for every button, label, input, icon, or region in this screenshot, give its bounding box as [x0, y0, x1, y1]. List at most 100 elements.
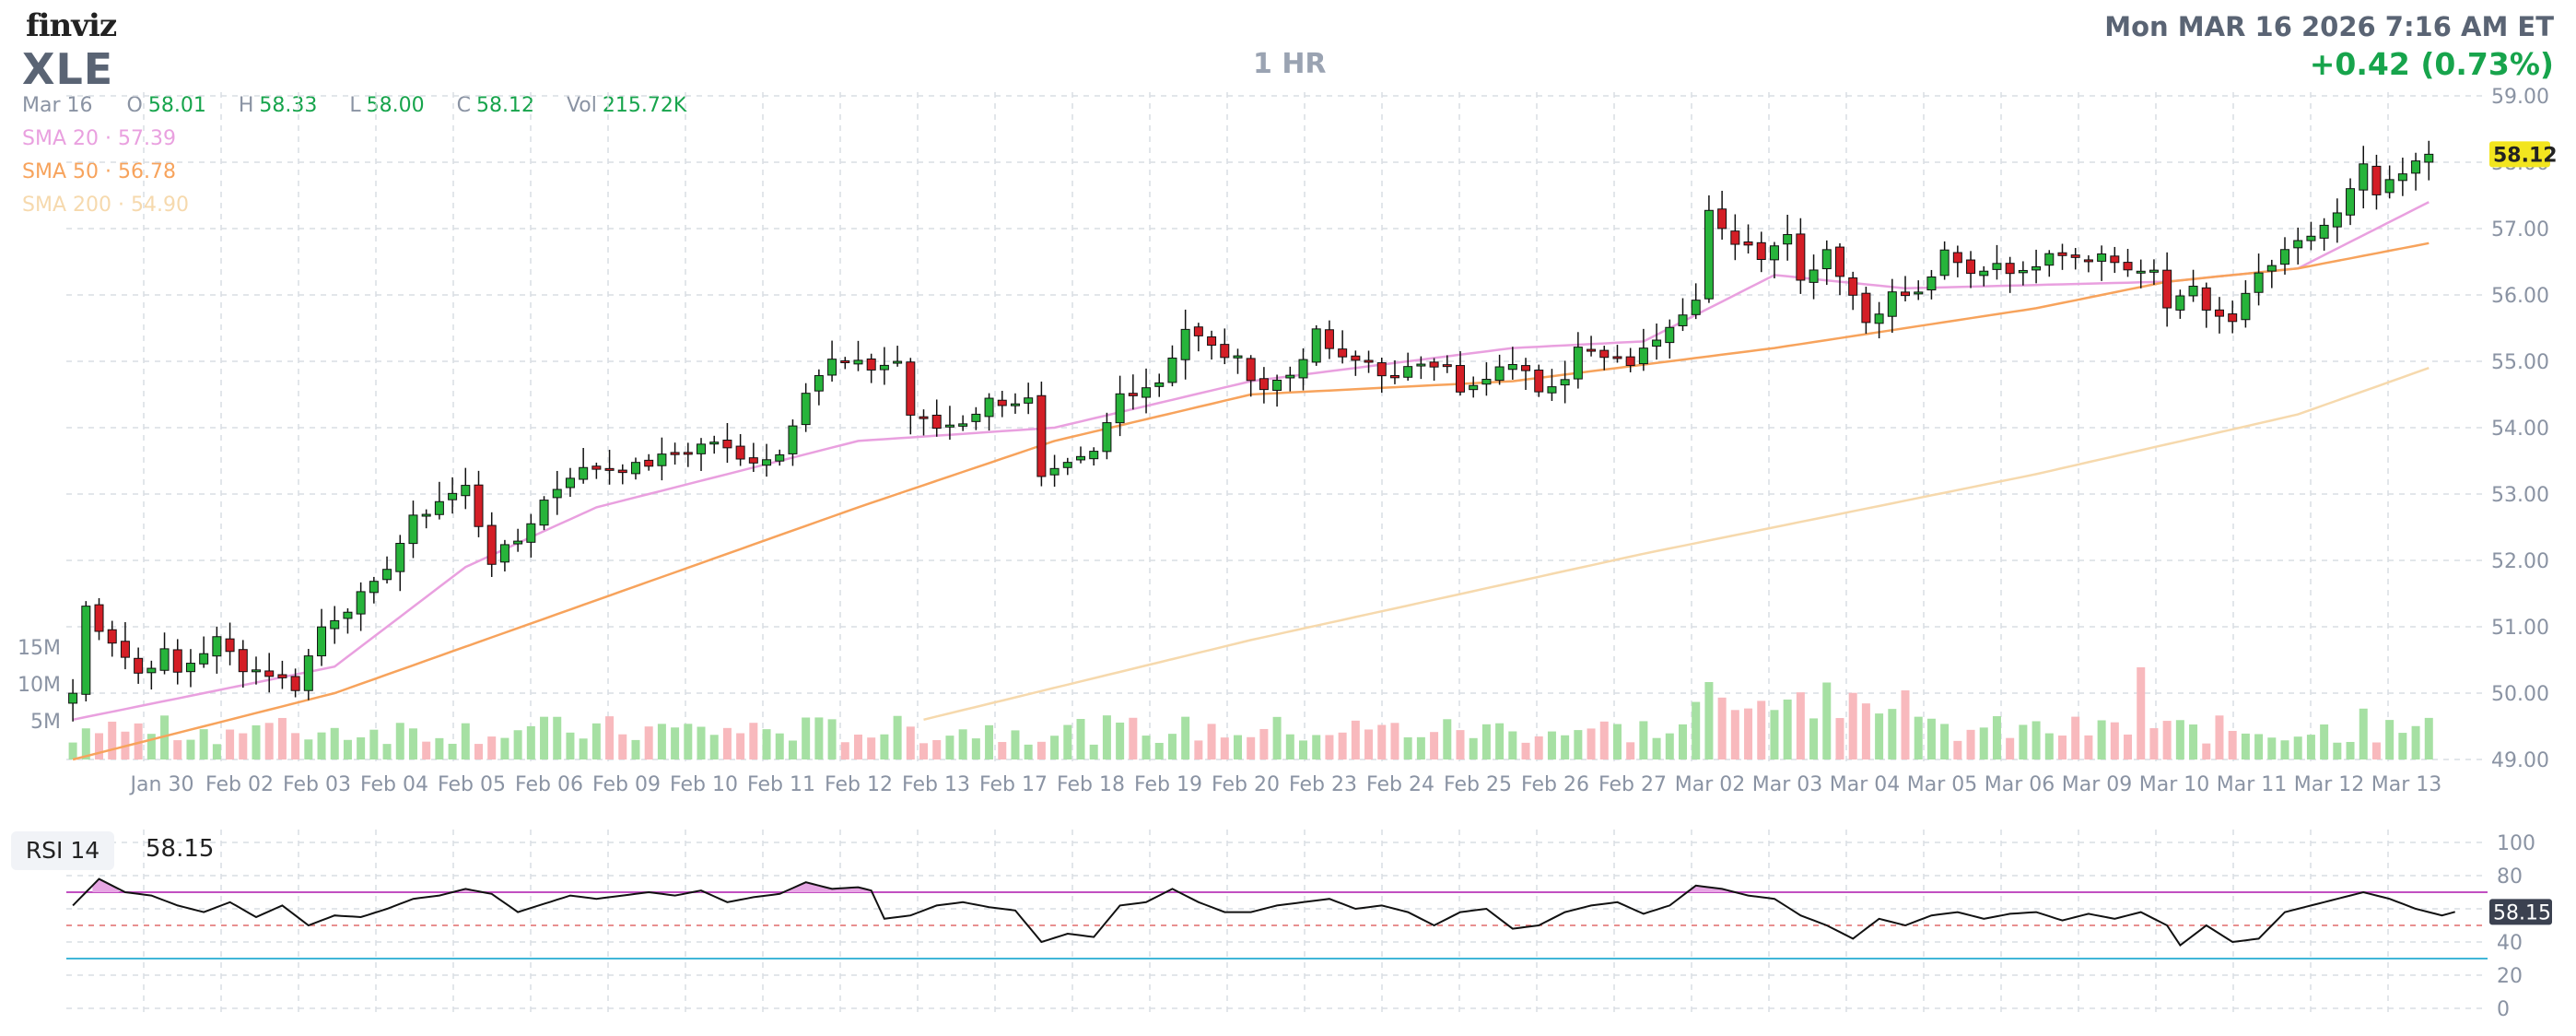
volume-bar — [1285, 734, 1294, 759]
volume-bar — [2293, 736, 2302, 759]
candle-body — [2214, 309, 2224, 317]
candle-body — [1298, 359, 1308, 379]
volume-bar — [2149, 728, 2159, 759]
sma-line-20 — [72, 201, 2430, 722]
candle-body — [2254, 272, 2264, 293]
volume-bar — [2071, 716, 2080, 759]
candle-body — [1507, 364, 1517, 371]
price-chart[interactable]: 49.00 50.00 51.00 52.00 53.00 54.00 55.00 56.00… — [0, 0, 2576, 802]
rsi-chart[interactable]: 02040608010058.15 — [0, 811, 2576, 1036]
candle-body — [2266, 265, 2277, 272]
volume-bar — [2267, 737, 2277, 759]
volume-bar — [553, 716, 562, 759]
candle-body — [2110, 255, 2120, 264]
candle-body — [1324, 329, 1334, 349]
x-tick-label: Feb 23 — [1289, 773, 1357, 796]
volume-bar — [212, 744, 221, 759]
x-tick-label: Feb 18 — [1057, 773, 1125, 796]
candle-body — [1167, 357, 1177, 383]
volume-bar — [68, 742, 77, 759]
volume-bar — [500, 737, 509, 759]
volume-bar — [1481, 724, 1491, 759]
sma50-value: 56.78 — [117, 160, 176, 183]
volume-bar — [1011, 730, 1020, 759]
x-tick-label: Feb 11 — [747, 773, 815, 796]
volume-bar — [277, 717, 287, 759]
candle-body — [461, 485, 471, 497]
volume-bar — [357, 736, 366, 759]
volume-bar — [146, 734, 156, 759]
candle-body — [1901, 291, 1911, 297]
candle-body — [1861, 292, 1871, 324]
rsi-tick-label: 0 — [2497, 998, 2510, 1021]
volume-bar — [736, 733, 745, 759]
y-tick-label: 55.00 — [2491, 351, 2549, 374]
candle-body — [1914, 291, 1924, 295]
candle-body — [434, 500, 444, 515]
volume-bar — [226, 729, 235, 759]
volume-bar — [134, 723, 143, 759]
x-tick-label: Mar 04 — [1830, 773, 1901, 796]
candle-body — [1389, 374, 1399, 379]
volume-bar — [958, 729, 967, 759]
volume-bar — [2333, 742, 2342, 759]
candle-body — [1966, 259, 1976, 275]
candle-body — [2188, 286, 2198, 297]
volume-bar — [2398, 733, 2407, 759]
volume-bar — [1783, 699, 1792, 759]
volume-bar — [1390, 723, 1399, 759]
candle-body — [997, 399, 1007, 406]
low-label: L — [349, 94, 361, 117]
finviz-logo[interactable]: finviz — [26, 7, 117, 44]
candle-body — [1730, 230, 1740, 245]
candle-body — [1704, 209, 1714, 300]
volume-bar — [2371, 742, 2381, 759]
x-tick-label: Mar 03 — [1752, 773, 1823, 796]
volume-bar — [1377, 724, 1387, 759]
candle-body — [971, 413, 981, 422]
candle-body — [317, 626, 327, 657]
candle-body — [1612, 356, 1622, 359]
volume-bar — [2241, 733, 2250, 759]
sma200-legend[interactable]: SMA 200 · 54.90 — [22, 194, 189, 217]
volume-label: Vol — [566, 94, 597, 117]
candle-body — [2293, 240, 2303, 249]
sma50-legend[interactable]: SMA 50 · 56.78 — [22, 160, 176, 183]
candle-body — [1809, 269, 1819, 283]
rsi-tick-label: 80 — [2497, 865, 2523, 889]
candle-body — [630, 462, 640, 475]
candle-body — [2070, 254, 2080, 258]
candle-body — [1494, 366, 1505, 382]
candle-body — [1560, 379, 1570, 386]
volume-bar — [264, 723, 274, 759]
candle-body — [893, 360, 903, 364]
rsi-label[interactable]: RSI 14 — [11, 831, 114, 870]
timeframe-label[interactable]: 1 HR — [1253, 48, 1327, 80]
volume-bar — [1966, 729, 1975, 759]
candle-body — [1691, 300, 1701, 315]
x-tick-label: Feb 09 — [592, 773, 661, 796]
candle-body — [1796, 233, 1806, 281]
candle-body — [591, 465, 602, 470]
open-value: 58.01 — [147, 94, 206, 117]
volume-bar — [513, 730, 522, 759]
candle-body — [421, 513, 431, 517]
volume-bar — [1063, 724, 1072, 759]
volume-tick-label: 10M — [18, 674, 61, 697]
volume-bar — [1926, 718, 1936, 759]
volume-bar — [1469, 737, 1478, 759]
volume-bar — [671, 727, 680, 759]
volume-bar — [1299, 740, 1308, 759]
candle-body — [2136, 270, 2146, 274]
candle-body — [565, 477, 575, 489]
candle-body — [814, 375, 824, 392]
sma20-legend[interactable]: SMA 20 · 57.39 — [22, 127, 176, 150]
volume-bar — [1770, 710, 1779, 759]
candle-body — [2201, 287, 2211, 311]
volume-bar — [1992, 716, 2001, 759]
candle-body — [1939, 249, 1950, 277]
volume-bar — [971, 738, 980, 759]
volume-bar — [1036, 741, 1046, 759]
candle-body — [1207, 336, 1217, 347]
volume-bar — [591, 723, 601, 759]
